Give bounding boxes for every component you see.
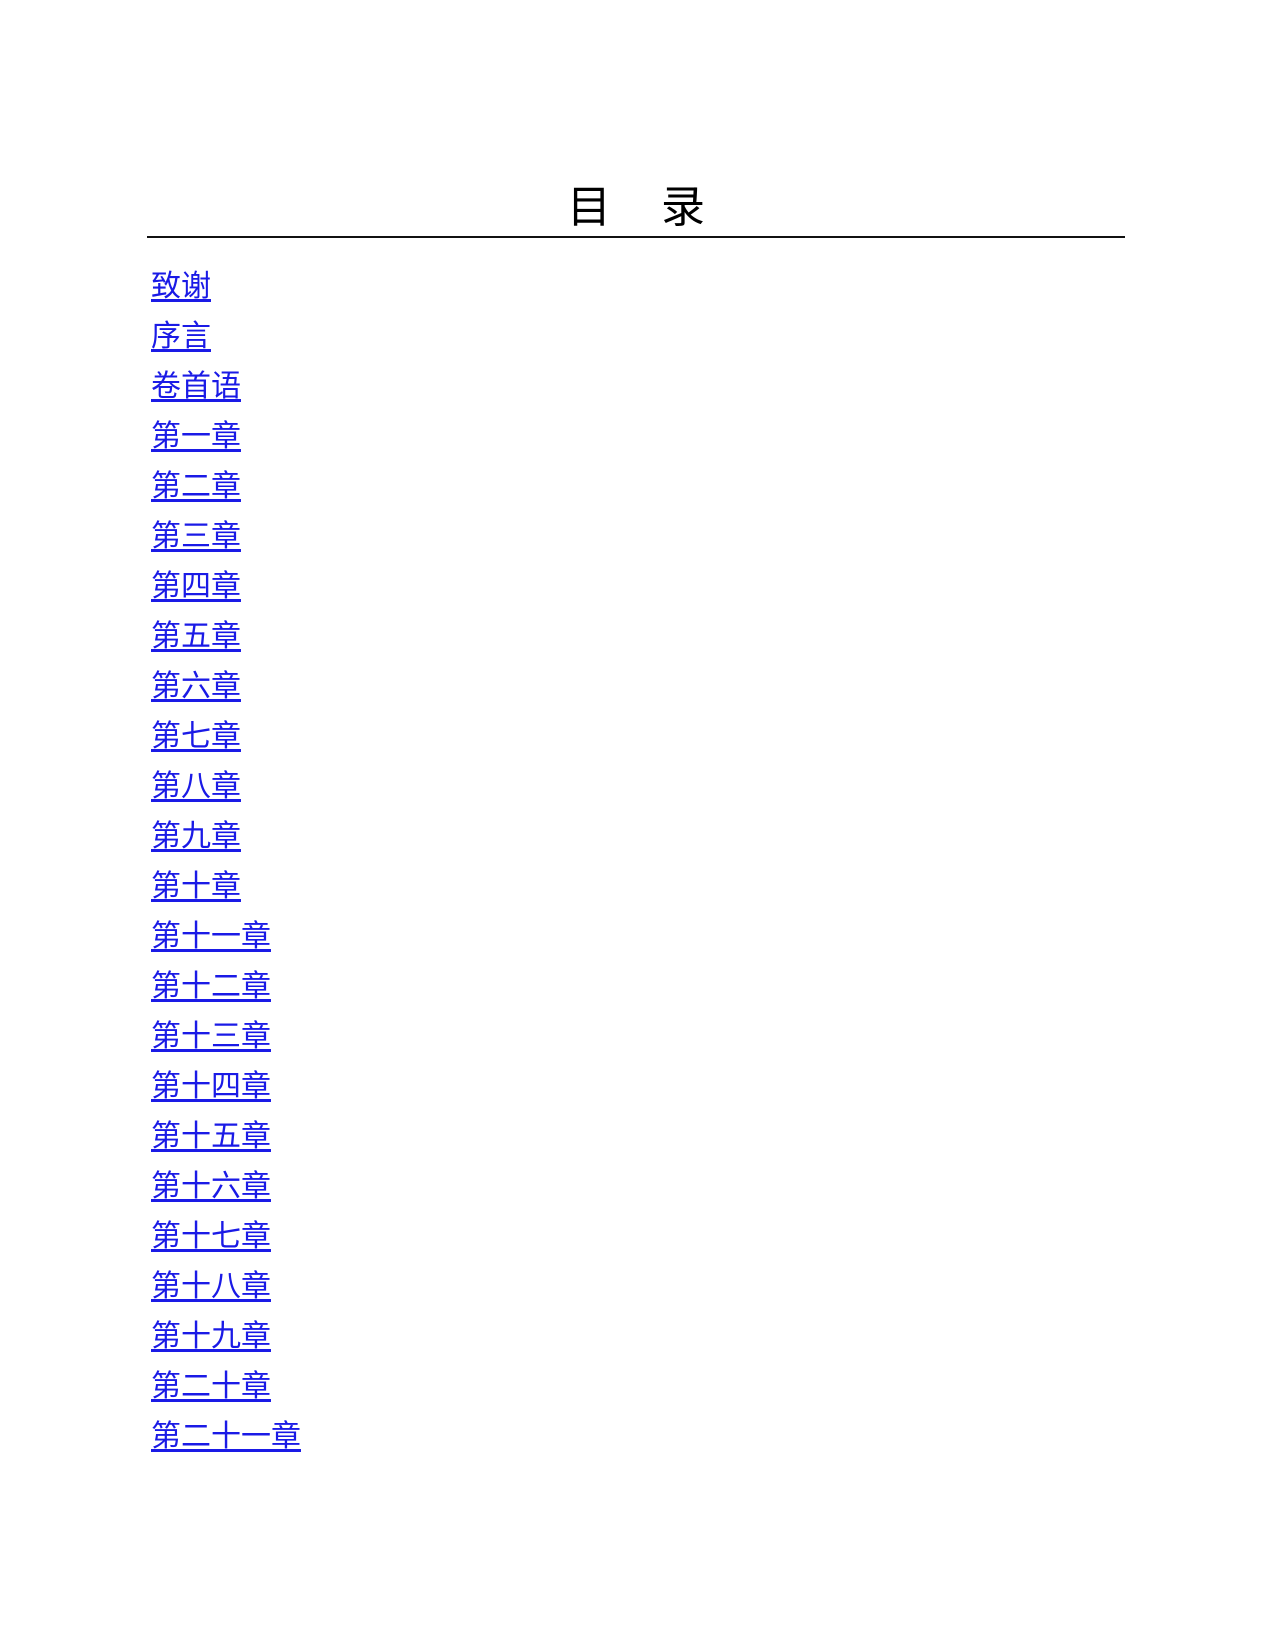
toc-item: 第十七章: [151, 1216, 301, 1266]
toc-item: 第十五章: [151, 1116, 301, 1166]
toc-item: 第六章: [151, 666, 301, 716]
title-char-1: 目: [567, 182, 611, 233]
toc-link[interactable]: 第十四章: [151, 1069, 271, 1104]
toc-link[interactable]: 第十七章: [151, 1219, 271, 1254]
toc-item: 第五章: [151, 616, 301, 666]
toc-link[interactable]: 第十二章: [151, 969, 271, 1004]
toc-link[interactable]: 第十八章: [151, 1269, 271, 1304]
toc-link[interactable]: 第十五章: [151, 1119, 271, 1154]
toc-link[interactable]: 第八章: [151, 769, 241, 804]
toc-link[interactable]: 第十九章: [151, 1319, 271, 1354]
toc-link[interactable]: 第十六章: [151, 1169, 271, 1204]
toc-item: 第十一章: [151, 916, 301, 966]
toc-item: 第十二章: [151, 966, 301, 1016]
toc-item: 卷首语: [151, 366, 301, 416]
toc-item: 第二十一章: [151, 1416, 301, 1466]
toc-item: 第十三章: [151, 1016, 301, 1066]
toc-item: 第十章: [151, 866, 301, 916]
toc-item: 第七章: [151, 716, 301, 766]
toc-item: 第一章: [151, 416, 301, 466]
toc-item: 第十四章: [151, 1066, 301, 1116]
toc-link[interactable]: 致谢: [151, 269, 211, 304]
toc-link[interactable]: 第十三章: [151, 1019, 271, 1054]
toc-item: 致谢: [151, 266, 301, 316]
toc-item: 第十六章: [151, 1166, 301, 1216]
toc-link[interactable]: 第六章: [151, 669, 241, 704]
title-divider: [147, 236, 1125, 238]
toc-item: 第十九章: [151, 1316, 301, 1366]
toc-item: 第二章: [151, 466, 301, 516]
toc-link[interactable]: 第七章: [151, 719, 241, 754]
toc-link[interactable]: 第二十一章: [151, 1419, 301, 1454]
toc-link[interactable]: 第二章: [151, 469, 241, 504]
toc-link[interactable]: 序言: [151, 319, 211, 354]
toc-item: 第二十章: [151, 1366, 301, 1416]
toc-link[interactable]: 第三章: [151, 519, 241, 554]
toc-link[interactable]: 第十章: [151, 869, 241, 904]
toc-link[interactable]: 第一章: [151, 419, 241, 454]
toc-link[interactable]: 第十一章: [151, 919, 271, 954]
toc-link[interactable]: 第二十章: [151, 1369, 271, 1404]
toc-link[interactable]: 第五章: [151, 619, 241, 654]
title-char-2: 录: [661, 182, 705, 233]
toc-link[interactable]: 卷首语: [151, 369, 241, 404]
toc-item: 第九章: [151, 816, 301, 866]
toc-link[interactable]: 第四章: [151, 569, 241, 604]
toc-item: 第八章: [151, 766, 301, 816]
toc-link[interactable]: 第九章: [151, 819, 241, 854]
table-of-contents: 致谢序言卷首语第一章第二章第三章第四章第五章第六章第七章第八章第九章第十章第十一…: [151, 266, 301, 1466]
toc-item: 第三章: [151, 516, 301, 566]
toc-item: 序言: [151, 316, 301, 366]
toc-item: 第十八章: [151, 1266, 301, 1316]
page-title: 目录: [147, 180, 1125, 236]
toc-item: 第四章: [151, 566, 301, 616]
